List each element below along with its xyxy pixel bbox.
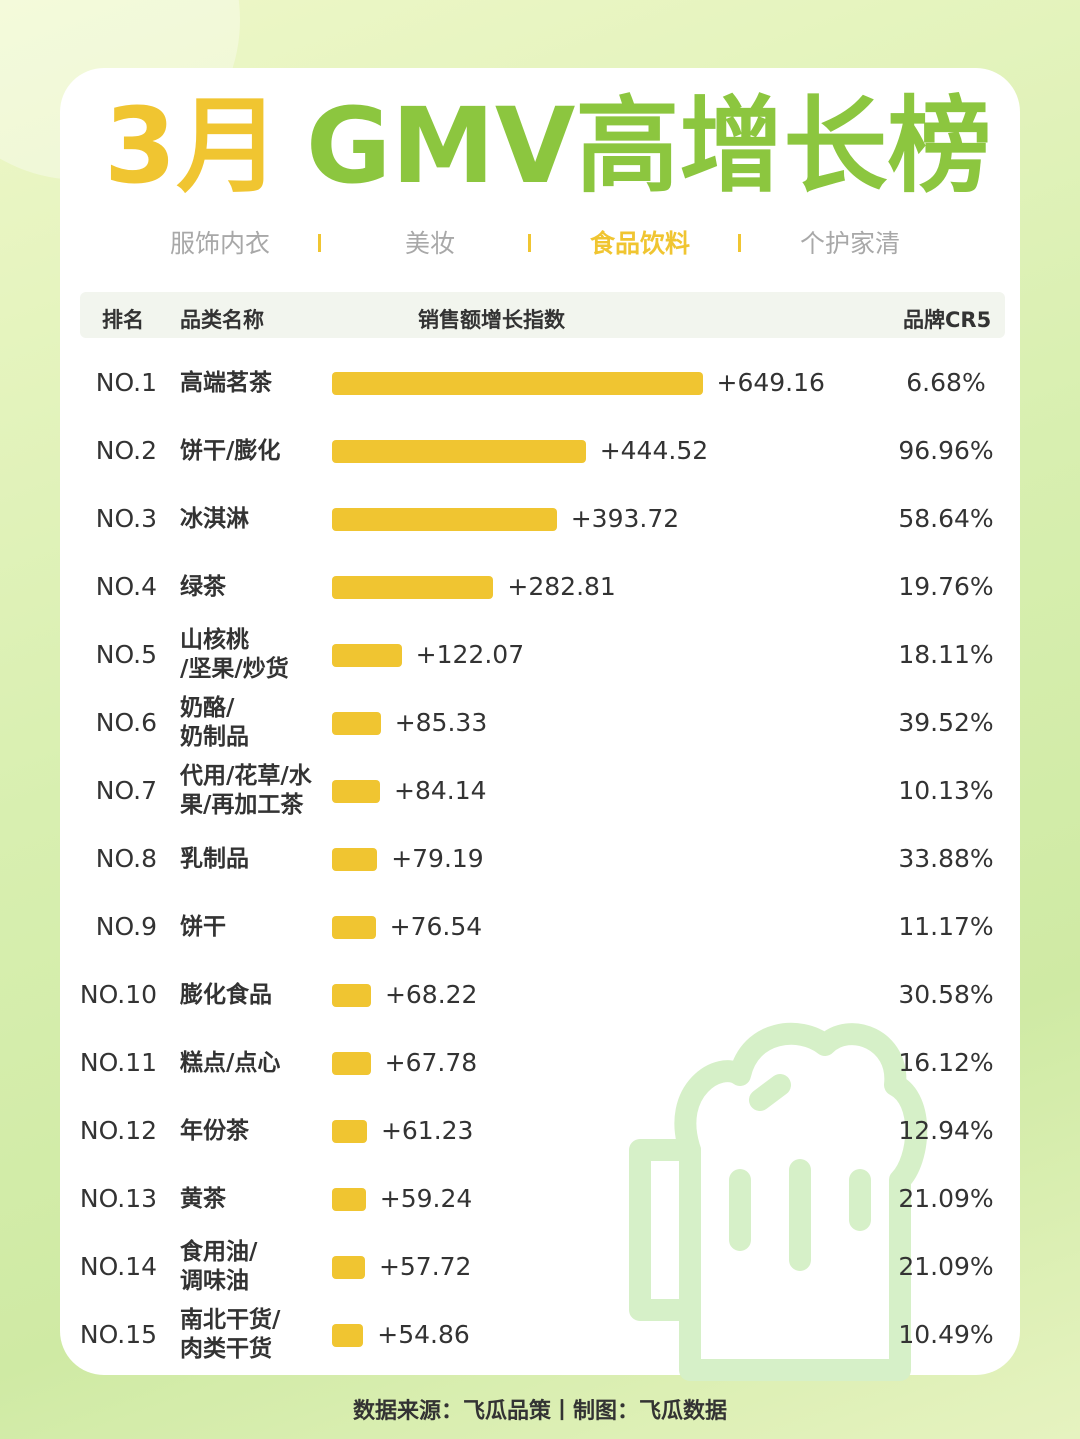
value-label: +57.72 (378, 1252, 472, 1281)
title-part: GMV高增长榜 (306, 85, 992, 207)
rank: NO.11 (79, 1048, 157, 1077)
category: 奶酪/ 奶制品 (180, 695, 249, 750)
cr5: 96.96% (898, 436, 994, 465)
category: 食用油/ 调味油 (180, 1239, 258, 1294)
cr5: 10.49% (898, 1320, 994, 1349)
rank: NO.4 (95, 572, 157, 601)
tab[interactable]: 个护家清 (799, 229, 900, 258)
category: 糕点/点心 (180, 1049, 281, 1076)
cr5: 16.12% (898, 1048, 994, 1077)
value-label: +393.72 (570, 504, 680, 533)
value-label: +54.86 (377, 1320, 470, 1349)
cr5: 18.11% (898, 640, 994, 669)
bar (332, 644, 402, 667)
bar (332, 508, 557, 531)
bar (332, 576, 494, 599)
cr5: 33.88% (898, 844, 994, 873)
rank: NO.14 (79, 1252, 157, 1281)
rank: NO.6 (95, 708, 157, 737)
bar (332, 780, 381, 803)
bar (332, 1324, 364, 1347)
cr5: 19.76% (898, 572, 994, 601)
header: 销售额增长指数 (418, 308, 565, 332)
category: 代用/花草/水 果/再加工茶 (180, 763, 312, 818)
category: 南北干货/ 肉类干货 (180, 1307, 281, 1362)
cr5: 39.52% (898, 708, 994, 737)
bar (332, 372, 703, 395)
rank: NO.15 (79, 1320, 157, 1349)
tab[interactable]: 美妆 (404, 229, 455, 258)
card (60, 68, 1020, 1375)
value-label: +444.52 (599, 436, 709, 465)
rank: NO.13 (79, 1184, 157, 1213)
cr5: 30.58% (898, 980, 994, 1009)
cr5: 21.09% (898, 1252, 994, 1281)
header: 品类名称 (180, 308, 264, 332)
cr5: 11.17% (898, 912, 994, 941)
value-label: +649.16 (716, 368, 825, 397)
value-label: +282.81 (507, 572, 616, 601)
bar (332, 848, 378, 871)
rank: NO.7 (95, 776, 157, 805)
value-label: +61.23 (380, 1116, 474, 1145)
value-label: +85.33 (394, 708, 488, 737)
category: 饼干/膨化 (180, 437, 281, 464)
category: 饼干 (180, 913, 226, 940)
header-bg (80, 292, 1005, 338)
category: 山核桃 /坚果/炒货 (180, 627, 289, 682)
cr5: 6.68% (906, 368, 986, 397)
value-label: +76.54 (389, 912, 483, 941)
header: 排名 (102, 308, 144, 332)
separator (738, 234, 741, 252)
bar (332, 984, 371, 1007)
cr5: 12.94% (898, 1116, 994, 1145)
category: 绿茶 (180, 573, 226, 600)
category: 冰淇淋 (180, 505, 249, 532)
cr5: 21.09% (898, 1184, 994, 1213)
header: 品牌CR5 (903, 308, 992, 332)
cr5: 58.64% (898, 504, 994, 533)
title-part: 3月 (104, 85, 281, 207)
rank: NO.1 (95, 368, 157, 397)
rank: NO.2 (95, 436, 157, 465)
bar (332, 1256, 365, 1279)
separator (318, 234, 321, 252)
value-label: +122.07 (415, 640, 525, 669)
rank: NO.5 (95, 640, 157, 669)
category: 黄茶 (180, 1185, 226, 1212)
category: 年份茶 (180, 1117, 249, 1144)
bar (332, 916, 376, 939)
separator (528, 234, 531, 252)
value-label: +67.78 (384, 1048, 478, 1077)
rank: NO.9 (95, 912, 157, 941)
category: 膨化食品 (180, 981, 272, 1008)
category: 高端茗茶 (180, 369, 272, 396)
value-label: +68.22 (384, 980, 478, 1009)
bar (332, 1120, 367, 1143)
rank: NO.8 (95, 844, 157, 873)
value-label: +79.19 (391, 844, 484, 873)
footer: 数据来源：飞瓜品策丨制图：飞瓜数据 (352, 1399, 727, 1424)
rank: NO.12 (79, 1116, 157, 1145)
rank: NO.10 (79, 980, 157, 1009)
rank: NO.3 (95, 504, 157, 533)
bar (332, 1188, 366, 1211)
tab[interactable]: 服饰内衣 (169, 229, 270, 258)
value-label: +59.24 (379, 1184, 473, 1213)
tab[interactable]: 食品饮料 (589, 229, 690, 258)
value-label: +84.14 (394, 776, 487, 805)
cr5: 10.13% (898, 776, 994, 805)
bar (332, 1052, 371, 1075)
bar (332, 440, 586, 463)
category: 乳制品 (180, 845, 249, 872)
bar (332, 712, 381, 735)
